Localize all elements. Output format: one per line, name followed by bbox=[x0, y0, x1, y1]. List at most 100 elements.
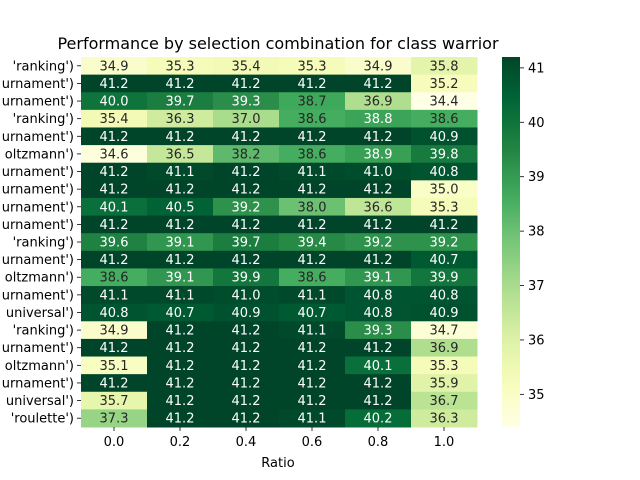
cell-value-label: 41.2 bbox=[364, 130, 393, 145]
cell-value-label: 34.9 bbox=[364, 59, 393, 74]
y-tick-labels: 'ranking') urnament') urnament') 'ranking')… bbox=[2, 59, 81, 427]
cell-value-label: 40.8 bbox=[430, 288, 459, 303]
heatmap-cell bbox=[345, 197, 412, 217]
y-tick-label: urnament') bbox=[2, 77, 74, 92]
heatmap-cell bbox=[81, 338, 148, 358]
heatmap-cell bbox=[279, 321, 346, 340]
cell-value-label: 36.5 bbox=[166, 147, 195, 162]
y-tick-label: universal') bbox=[6, 306, 74, 321]
heatmap-cell bbox=[147, 127, 214, 146]
heatmap-cell bbox=[213, 356, 280, 375]
colorbar: 35 36 37 38 39 40 41 bbox=[502, 57, 545, 427]
x-tick-label: 0.6 bbox=[302, 435, 323, 450]
cell-value-label: 35.4 bbox=[232, 59, 261, 74]
heatmap-cell bbox=[213, 109, 280, 128]
cell-value-label: 38.6 bbox=[100, 271, 129, 286]
colorbar-tick-label: 35 bbox=[528, 388, 545, 403]
cell-value-label: 38.0 bbox=[298, 200, 327, 215]
heatmap-cell bbox=[213, 409, 280, 428]
heatmap-cell bbox=[345, 321, 412, 340]
cell-value-label: 39.2 bbox=[430, 236, 459, 251]
colorbar-tick-label: 36 bbox=[528, 333, 545, 348]
y-tick-label: 'ranking') bbox=[13, 59, 74, 74]
cell-value-label: 35.7 bbox=[100, 394, 129, 409]
heatmap-cell bbox=[345, 286, 412, 305]
cell-value-label: 39.8 bbox=[430, 147, 459, 162]
x-tick-labels: 0.0 0.2 0.4 0.6 0.8 1.0 bbox=[104, 427, 455, 450]
heatmap-cell bbox=[345, 391, 412, 410]
cell-value-label: 41.2 bbox=[100, 165, 129, 180]
heatmap-cell bbox=[81, 391, 148, 410]
heatmap-cell bbox=[81, 162, 148, 181]
heatmap-cell bbox=[345, 145, 412, 164]
heatmap-cells: 34.9 35.3 35.4 35.3 34.9 35.8 41.2 41.2 41.2 41.2… bbox=[81, 57, 478, 428]
heatmap-cell bbox=[147, 286, 214, 305]
heatmap-cell bbox=[81, 374, 148, 393]
cell-value-label: 35.0 bbox=[430, 183, 459, 198]
heatmap-cell bbox=[147, 215, 214, 234]
cell-value-label: 41.1 bbox=[298, 165, 327, 180]
colorbar-tick-label: 38 bbox=[528, 225, 545, 240]
heatmap-cell bbox=[279, 356, 346, 375]
heatmap-cell bbox=[147, 268, 214, 287]
cell-value-label: 41.2 bbox=[298, 394, 327, 409]
cell-value-label: 41.2 bbox=[364, 253, 393, 268]
heatmap-cell bbox=[147, 409, 214, 428]
cell-value-label: 41.2 bbox=[232, 77, 261, 92]
heatmap-cell bbox=[279, 286, 346, 305]
heatmap-cell bbox=[147, 374, 214, 393]
x-tick-label: 0.8 bbox=[368, 435, 389, 450]
cell-value-label: 41.0 bbox=[364, 165, 393, 180]
x-tick-label: 1.0 bbox=[434, 435, 455, 450]
cell-value-label: 38.6 bbox=[430, 112, 459, 127]
cell-value-label: 40.8 bbox=[100, 306, 129, 321]
heatmap-cell bbox=[213, 338, 280, 358]
cell-value-label: 35.1 bbox=[100, 359, 129, 374]
cell-value-label: 40.2 bbox=[364, 412, 393, 427]
heatmap-cell bbox=[411, 127, 478, 146]
heatmap-cell bbox=[147, 92, 214, 111]
heatmap-cell bbox=[279, 215, 346, 234]
cell-value-label: 41.2 bbox=[166, 359, 195, 374]
cell-value-label: 34.4 bbox=[430, 95, 459, 110]
cell-value-label: 41.2 bbox=[298, 218, 327, 233]
heatmap-cell bbox=[411, 92, 478, 111]
heatmap-cell bbox=[279, 145, 346, 164]
heatmap-cell bbox=[147, 233, 214, 252]
heatmap-cell bbox=[345, 162, 412, 181]
heatmap-cell bbox=[345, 338, 412, 358]
heatmap-cell bbox=[147, 391, 214, 410]
heatmap-cell bbox=[213, 286, 280, 305]
heatmap-cell bbox=[147, 162, 214, 181]
heatmap-cell bbox=[213, 57, 280, 76]
heatmap-cell bbox=[345, 233, 412, 252]
cell-value-label: 34.9 bbox=[100, 59, 129, 74]
heatmap-cell bbox=[213, 74, 280, 93]
heatmap-cell bbox=[411, 109, 478, 128]
colorbar-tick-label: 37 bbox=[528, 279, 545, 294]
heatmap-cell bbox=[81, 197, 148, 217]
colorbar-tick-label: 40 bbox=[528, 116, 545, 131]
heatmap-cell bbox=[345, 268, 412, 287]
cell-value-label: 41.2 bbox=[364, 218, 393, 233]
cell-value-label: 41.2 bbox=[100, 341, 129, 356]
heatmap-cell bbox=[411, 268, 478, 287]
heatmap-cell bbox=[279, 268, 346, 287]
heatmap-cell bbox=[279, 197, 346, 217]
heatmap-cell bbox=[279, 92, 346, 111]
cell-value-label: 41.2 bbox=[232, 359, 261, 374]
heatmap-cell bbox=[279, 233, 346, 252]
cell-value-label: 41.2 bbox=[166, 183, 195, 198]
y-tick-label: universal') bbox=[6, 394, 74, 409]
cell-value-label: 39.2 bbox=[364, 236, 393, 251]
cell-value-label: 41.1 bbox=[298, 324, 327, 339]
cell-value-label: 36.6 bbox=[364, 200, 393, 215]
heatmap-cell bbox=[411, 303, 478, 322]
cell-value-label: 38.6 bbox=[298, 271, 327, 286]
cell-value-label: 41.2 bbox=[364, 341, 393, 356]
heatmap-cell bbox=[213, 303, 280, 322]
heatmap-cell bbox=[213, 197, 280, 217]
cell-value-label: 39.1 bbox=[166, 271, 195, 286]
heatmap-cell bbox=[345, 180, 412, 199]
cell-value-label: 35.3 bbox=[166, 59, 195, 74]
